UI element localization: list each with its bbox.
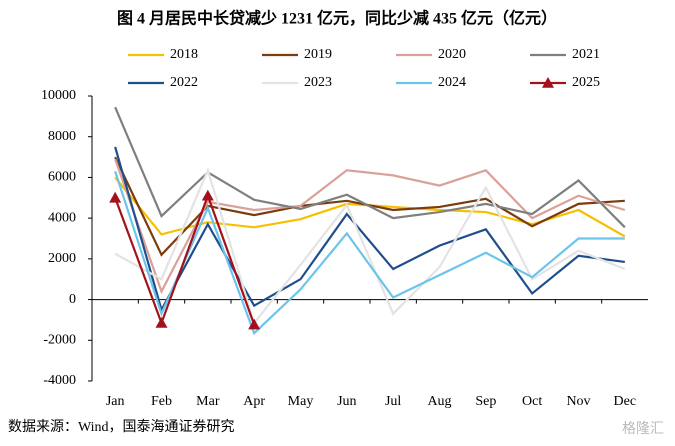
- y-tick-label: 6000: [48, 170, 76, 185]
- chart-title: 图 4 月居民中长贷减少 1231 亿元，同比少减 435 亿元（亿元）: [117, 9, 557, 28]
- legend-label: 2024: [438, 75, 466, 90]
- legend-label: 2022: [170, 75, 198, 90]
- watermark: 格隆汇: [622, 421, 664, 437]
- legend-label: 2020: [438, 47, 466, 62]
- series-line: [114, 158, 626, 295]
- series-line: [114, 106, 626, 229]
- legend-label: 2018: [170, 47, 198, 62]
- y-tick-label: 10000: [41, 88, 76, 103]
- y-tick-label: -2000: [43, 333, 76, 348]
- marker: [109, 191, 122, 203]
- x-tick-label: Oct: [522, 394, 542, 409]
- x-tick-label: Apr: [243, 394, 265, 409]
- x-tick-label: Mar: [196, 394, 220, 409]
- legend-label: 2021: [572, 47, 600, 62]
- y-tick-label: 2000: [48, 251, 76, 266]
- series-line: [114, 170, 625, 336]
- x-tick-label: Dec: [614, 394, 637, 409]
- x-tick-label: Feb: [151, 394, 172, 409]
- marker: [201, 189, 214, 201]
- marker: [248, 318, 261, 330]
- legend-label: 2019: [304, 47, 332, 62]
- series-line: [114, 146, 625, 313]
- legend-label: 2023: [304, 75, 332, 90]
- x-tick-label: Jul: [385, 394, 401, 409]
- x-tick-label: Aug: [427, 394, 451, 409]
- source: 数据来源：Wind，国泰海通证券研究: [8, 419, 235, 435]
- x-tick-label: May: [288, 394, 314, 409]
- series-line: [114, 192, 256, 327]
- legend-marker: [542, 77, 554, 88]
- y-tick-label: -4000: [43, 373, 76, 388]
- legend-label: 2025: [572, 75, 600, 90]
- x-tick-label: Jun: [337, 394, 356, 409]
- series-line: [114, 167, 626, 326]
- x-tick-label: Jan: [106, 394, 125, 409]
- y-tick-label: 4000: [48, 210, 76, 225]
- y-tick-label: 0: [69, 292, 76, 307]
- x-tick-label: Nov: [566, 394, 590, 409]
- y-tick-label: 8000: [48, 129, 76, 144]
- x-tick-label: Sep: [475, 394, 496, 409]
- marker: [155, 316, 168, 328]
